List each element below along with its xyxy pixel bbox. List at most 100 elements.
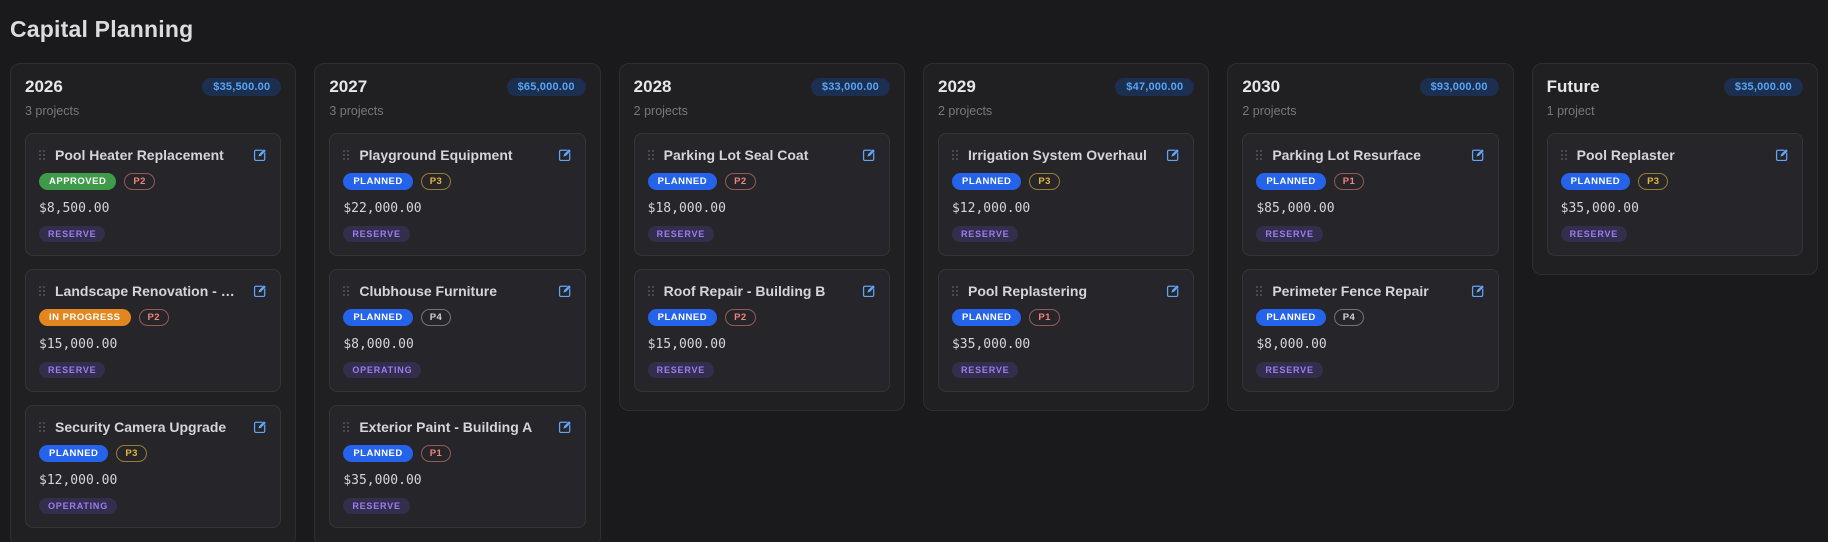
- edit-project-button[interactable]: [862, 148, 876, 162]
- column-title: 2028: [633, 77, 672, 96]
- drag-handle-icon[interactable]: [39, 150, 45, 160]
- priority-badge: P1: [1333, 173, 1365, 190]
- card-header: Irrigation System Overhaul: [951, 147, 1180, 163]
- badge-row: PLANNED P4: [1256, 309, 1484, 326]
- project-amount: $18,000.00: [647, 201, 726, 216]
- edit-project-button[interactable]: [1166, 148, 1180, 162]
- fund-badge: RESERVE: [39, 226, 106, 242]
- card-header: Roof Repair - Building B: [647, 283, 876, 299]
- badge-row: PLANNED P1: [951, 309, 1180, 326]
- project-amount: $15,000.00: [647, 337, 726, 352]
- project-amount: $15,000.00: [39, 337, 118, 352]
- status-badge: IN PROGRESS: [39, 309, 131, 326]
- project-card[interactable]: Security Camera Upgrade PLANNED P3 $12,0…: [25, 405, 282, 528]
- card-header: Pool Replastering: [951, 283, 1180, 299]
- project-amount: $8,000.00: [1256, 337, 1327, 352]
- column-header: Future $35,000.00: [1547, 77, 1803, 97]
- edit-icon: [1471, 284, 1485, 298]
- badge-row: PLANNED P3: [951, 173, 1180, 190]
- project-card[interactable]: Roof Repair - Building B PLANNED P2 $15,…: [633, 269, 890, 392]
- priority-badge: P1: [420, 445, 452, 462]
- fund-badge: RESERVE: [647, 226, 715, 242]
- year-column: 2027 $65,000.00 3 projects Playground Eq…: [314, 63, 601, 542]
- drag-handle-icon[interactable]: [1256, 150, 1262, 160]
- project-card[interactable]: Pool Replaster PLANNED P3 $35,000.00 RES…: [1546, 133, 1803, 256]
- project-card[interactable]: Parking Lot Resurface PLANNED P1 $85,000…: [1242, 133, 1499, 256]
- edit-project-button[interactable]: [1166, 284, 1180, 298]
- edit-project-button[interactable]: [558, 420, 572, 434]
- edit-icon: [558, 284, 572, 298]
- priority-badge: P3: [1638, 173, 1669, 190]
- column-total-badge: $35,000.00: [1723, 78, 1803, 96]
- edit-project-button[interactable]: [253, 420, 267, 434]
- status-badge: PLANNED: [39, 445, 109, 462]
- drag-handle-icon[interactable]: [647, 286, 654, 296]
- project-amount: $8,500.00: [39, 201, 110, 216]
- project-title: Perimeter Fence Repair: [1272, 283, 1429, 299]
- fund-badge: RESERVE: [647, 362, 715, 378]
- year-column: 2030 $93,000.00 2 projects Parking Lot R…: [1227, 63, 1514, 411]
- priority-badge: P3: [1029, 173, 1060, 190]
- project-amount: $12,000.00: [39, 473, 118, 488]
- column-total-badge: $65,000.00: [506, 78, 586, 96]
- drag-handle-icon[interactable]: [343, 422, 349, 432]
- badge-row: IN PROGRESS P2: [39, 309, 267, 326]
- drag-handle-icon[interactable]: [343, 150, 349, 160]
- badge-row: PLANNED P2: [647, 309, 876, 326]
- fund-badge: RESERVE: [343, 226, 410, 242]
- project-amount: $8,000.00: [343, 337, 414, 352]
- project-title: Pool Replaster: [1576, 147, 1675, 163]
- project-card[interactable]: Pool Heater Replacement APPROVED P2 $8,5…: [25, 133, 282, 256]
- drag-handle-icon[interactable]: [647, 150, 654, 160]
- drag-handle-icon[interactable]: [39, 422, 45, 432]
- column-title: 2029: [937, 77, 976, 96]
- edit-icon: [1775, 148, 1789, 162]
- edit-icon: [253, 284, 267, 298]
- project-card[interactable]: Landscape Renovation - Pha… IN PROGRESS …: [25, 269, 282, 392]
- drag-handle-icon[interactable]: [343, 286, 349, 296]
- edit-icon: [558, 420, 572, 434]
- project-card[interactable]: Perimeter Fence Repair PLANNED P4 $8,000…: [1242, 269, 1499, 392]
- project-card[interactable]: Playground Equipment PLANNED P3 $22,000.…: [329, 133, 586, 256]
- project-amount: $35,000.00: [1560, 201, 1639, 216]
- card-list: Parking Lot Resurface PLANNED P1 $85,000…: [1242, 133, 1499, 392]
- drag-handle-icon[interactable]: [1560, 150, 1567, 160]
- fund-badge: OPERATING: [39, 498, 118, 514]
- edit-project-button[interactable]: [1775, 148, 1789, 162]
- edit-icon: [1166, 148, 1180, 162]
- project-title: Pool Replastering: [967, 283, 1088, 299]
- edit-project-button[interactable]: [862, 284, 876, 298]
- project-card[interactable]: Parking Lot Seal Coat PLANNED P2 $18,000…: [633, 133, 890, 256]
- card-list: Pool Replaster PLANNED P3 $35,000.00 RES…: [1546, 133, 1803, 256]
- column-header: 2026 $35,500.00: [25, 77, 282, 97]
- edit-project-button[interactable]: [1471, 284, 1485, 298]
- project-card[interactable]: Pool Replastering PLANNED P1 $35,000.00 …: [937, 269, 1195, 392]
- fund-badge: OPERATING: [343, 362, 422, 378]
- priority-badge: P3: [116, 445, 147, 462]
- edit-icon: [558, 148, 572, 162]
- drag-handle-icon[interactable]: [1256, 286, 1262, 296]
- project-card[interactable]: Clubhouse Furniture PLANNED P4 $8,000.00…: [329, 269, 586, 392]
- edit-project-button[interactable]: [253, 148, 267, 162]
- fund-badge: RESERVE: [39, 362, 106, 378]
- project-card[interactable]: Exterior Paint - Building A PLANNED P1 $…: [329, 405, 586, 528]
- column-project-count: 3 projects: [25, 104, 80, 118]
- priority-badge: P2: [725, 309, 756, 326]
- board: 2026 $35,500.00 3 projects Pool Heater R…: [10, 63, 1818, 542]
- card-header: Security Camera Upgrade: [39, 419, 267, 435]
- column-total-badge: $33,000.00: [810, 78, 890, 96]
- edit-project-button[interactable]: [253, 284, 267, 298]
- edit-project-button[interactable]: [558, 148, 572, 162]
- drag-handle-icon[interactable]: [39, 286, 45, 296]
- year-column: 2029 $47,000.00 2 projects Irrigation Sy…: [922, 63, 1210, 411]
- edit-project-button[interactable]: [1471, 148, 1485, 162]
- badge-row: PLANNED P3: [343, 173, 571, 190]
- project-card[interactable]: Irrigation System Overhaul PLANNED P3 $1…: [937, 133, 1195, 256]
- column-total-badge: $93,000.00: [1419, 78, 1499, 96]
- drag-handle-icon[interactable]: [951, 286, 958, 296]
- status-badge: PLANNED: [343, 309, 413, 326]
- drag-handle-icon[interactable]: [951, 150, 958, 160]
- project-title: Landscape Renovation - Pha…: [55, 283, 244, 299]
- project-amount: $35,000.00: [951, 337, 1031, 352]
- edit-project-button[interactable]: [558, 284, 572, 298]
